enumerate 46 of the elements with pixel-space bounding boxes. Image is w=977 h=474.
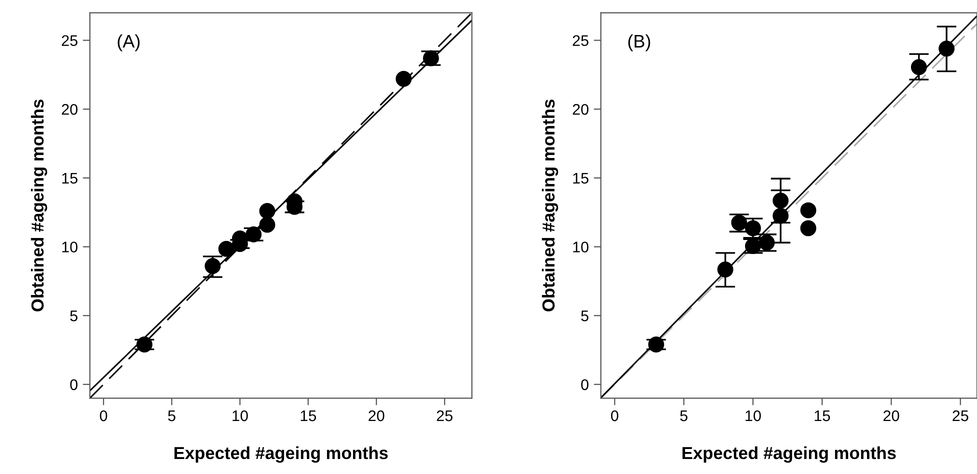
point bbox=[772, 192, 789, 209]
x-axis-title: Expected #ageing months bbox=[682, 446, 896, 463]
y-tick-label: 25 bbox=[62, 35, 78, 46]
y-tick-label: 10 bbox=[573, 242, 588, 252]
point bbox=[744, 238, 761, 254]
point bbox=[259, 203, 276, 219]
y-tick-label: 0 bbox=[70, 379, 78, 390]
point bbox=[800, 202, 816, 218]
x-tick-label: 10 bbox=[746, 410, 761, 422]
point bbox=[218, 240, 234, 257]
annotation: (A) bbox=[118, 34, 140, 52]
y-tick-label: 5 bbox=[581, 310, 588, 322]
y-tick-label: 15 bbox=[62, 172, 78, 184]
y-tick-label: 10 bbox=[62, 242, 78, 252]
y-tick-label: 20 bbox=[62, 104, 78, 115]
y-axis-title: Obtained #ageing months bbox=[30, 100, 48, 312]
y-tick-label: 0 bbox=[581, 379, 588, 390]
point bbox=[744, 220, 761, 236]
x-tick-label: 25 bbox=[952, 410, 968, 422]
x-axis-title: Expected #ageing months bbox=[174, 446, 388, 463]
annotation: (B) bbox=[628, 34, 650, 52]
point bbox=[396, 70, 412, 87]
y-tick-label: 15 bbox=[573, 172, 588, 184]
point bbox=[910, 59, 927, 76]
x-tick-label: 25 bbox=[436, 410, 452, 422]
point bbox=[259, 216, 276, 233]
x-tick-label: 0 bbox=[611, 410, 618, 422]
x-tick-label: 0 bbox=[100, 410, 108, 422]
x-tick-label: 10 bbox=[232, 410, 248, 422]
point bbox=[136, 336, 152, 352]
point bbox=[772, 208, 789, 224]
point bbox=[938, 40, 955, 57]
y-tick-label: 5 bbox=[70, 310, 78, 322]
y-tick-label: 25 bbox=[572, 35, 588, 46]
point bbox=[204, 258, 221, 274]
y-tick-label: 20 bbox=[572, 104, 588, 115]
point bbox=[800, 220, 816, 236]
y-axis-title: Obtained #ageing months bbox=[542, 100, 558, 312]
point bbox=[717, 262, 734, 278]
x-tick-label: 20 bbox=[368, 410, 384, 422]
point bbox=[422, 50, 439, 66]
x-tick-label: 20 bbox=[884, 410, 900, 422]
x-tick-label: 5 bbox=[680, 410, 688, 422]
x-tick-label: 15 bbox=[814, 410, 830, 422]
x-tick-label: 15 bbox=[300, 410, 316, 422]
x-tick-label: 5 bbox=[168, 410, 176, 422]
